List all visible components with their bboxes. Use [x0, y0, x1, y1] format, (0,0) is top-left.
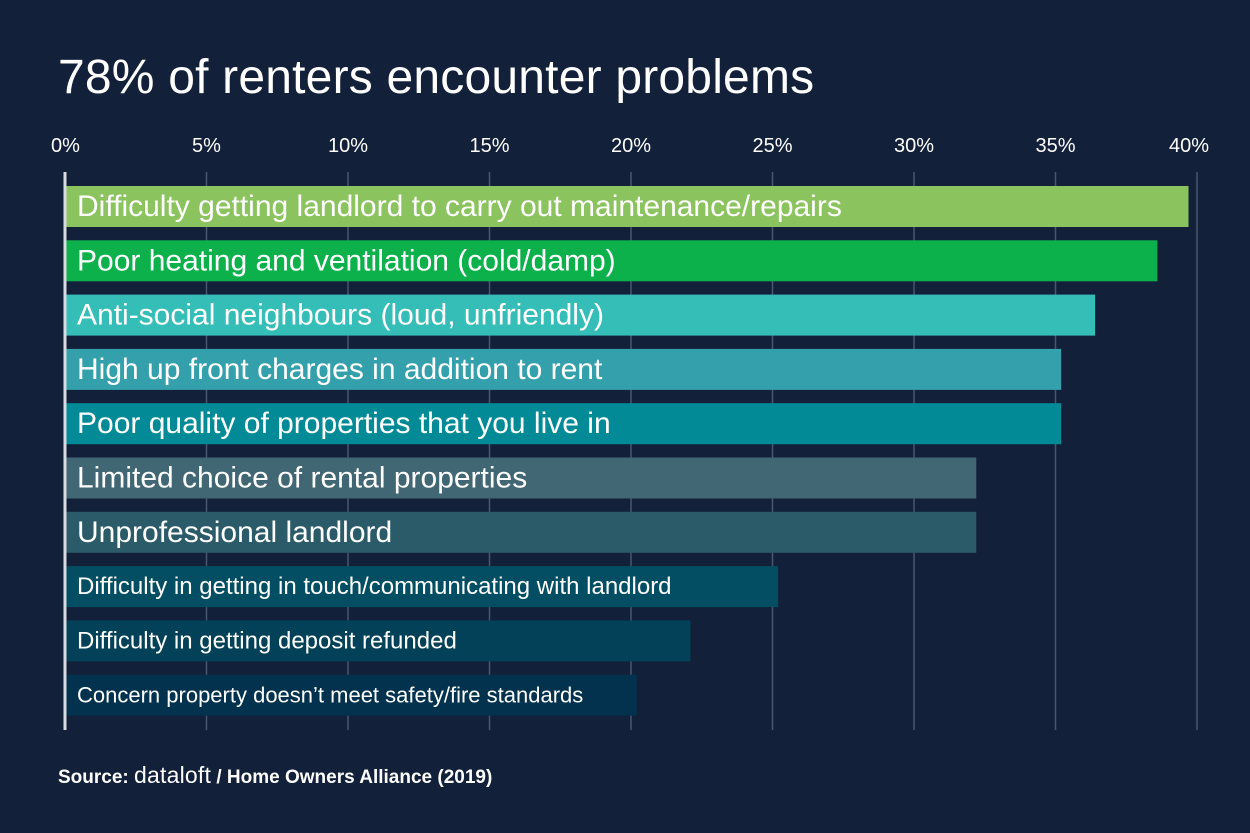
- chart-title: 78% of renters encounter problems: [58, 51, 815, 104]
- bar: [65, 620, 691, 662]
- bar-label: Unprofessional landlord: [77, 516, 392, 549]
- bar: [65, 566, 779, 608]
- bar-label: Concern property doesn’t meet safety/fir…: [77, 683, 583, 708]
- x-tick-label: 20%: [611, 135, 651, 157]
- x-tick-label: 35%: [1035, 135, 1075, 157]
- bar-label: Limited choice of rental properties: [77, 462, 527, 495]
- bar: [65, 511, 977, 553]
- x-tick-label: 40%: [1169, 135, 1209, 157]
- bar-label: Difficulty in getting in touch/communica…: [77, 573, 672, 600]
- bar-label: Anti-social neighbours (loud, unfriendly…: [77, 299, 604, 332]
- source-prefix: Source:: [58, 767, 129, 788]
- dataloft-logo-text: dataloft: [134, 762, 212, 788]
- bar-label: High up front charges in addition to ren…: [77, 353, 603, 386]
- bar-label: Poor heating and ventilation (cold/damp): [77, 244, 616, 277]
- bar: [65, 240, 1158, 282]
- bar: [65, 294, 1096, 336]
- bar-label: Difficulty in getting deposit refunded: [77, 627, 457, 654]
- source-note: Source: dataloft / Home Owners Alliance …: [58, 762, 492, 789]
- x-tick-label: 15%: [469, 135, 509, 157]
- bar-label: Poor quality of properties that you live…: [77, 407, 611, 440]
- x-tick-label: 30%: [894, 135, 934, 157]
- bar: [65, 348, 1062, 390]
- x-tick-label: 10%: [328, 135, 368, 157]
- bar: [65, 186, 1189, 227]
- source-suffix: / Home Owners Alliance (2019): [216, 767, 493, 788]
- bar-label: Difficulty getting landlord to carry out…: [77, 190, 842, 223]
- bar: [65, 403, 1062, 445]
- bar: [65, 457, 977, 499]
- bar: [65, 674, 637, 716]
- x-tick-label: 0%: [51, 135, 80, 157]
- x-tick-label: 25%: [752, 135, 792, 157]
- x-tick-label: 5%: [192, 135, 221, 157]
